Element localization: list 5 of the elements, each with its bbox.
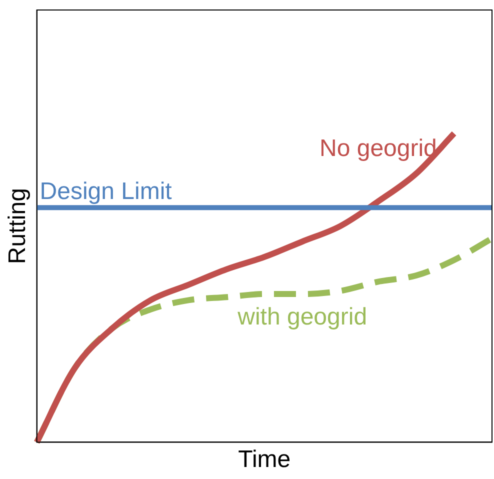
- ref-line-label: Design Limit: [40, 178, 172, 206]
- series-label: No geogrid: [319, 135, 437, 162]
- y-axis-title: Rutting: [4, 188, 32, 264]
- x-axis-title: Time: [238, 446, 291, 474]
- series-label: with geogrid: [236, 304, 368, 331]
